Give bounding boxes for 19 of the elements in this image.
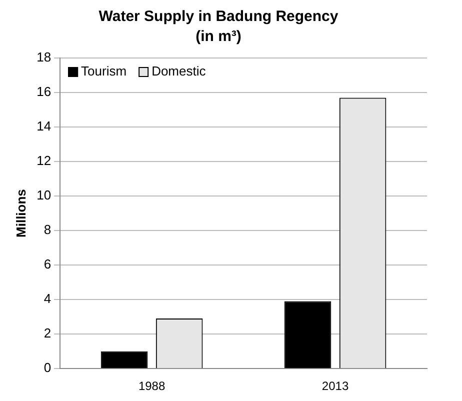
y-tick-label: 16	[36, 84, 52, 100]
bar	[100, 351, 148, 368]
y-tick-label: 4	[44, 291, 52, 306]
y-axis-title: Millions	[13, 189, 28, 238]
chart-title: Water Supply in Badung Regency	[98, 8, 339, 26]
chart-subtitle: (in m³)	[196, 28, 242, 46]
y-tick-label: 18	[36, 50, 52, 65]
legend-label: Domestic	[152, 64, 206, 79]
x-tick-label: 1988	[138, 379, 166, 394]
y-tick-label: 0	[44, 360, 52, 376]
y-tick-label: 14	[36, 118, 52, 134]
y-tick-label: 8	[44, 222, 52, 238]
y-tick-label: 10	[36, 188, 52, 203]
legend-label: Tourism	[81, 64, 127, 79]
y-tick-label: 12	[36, 153, 52, 168]
y-tick-label: 6	[44, 256, 52, 272]
x-tick-label: 2013	[322, 379, 349, 394]
bar	[284, 301, 332, 368]
y-tick-label: 2	[44, 326, 52, 341]
